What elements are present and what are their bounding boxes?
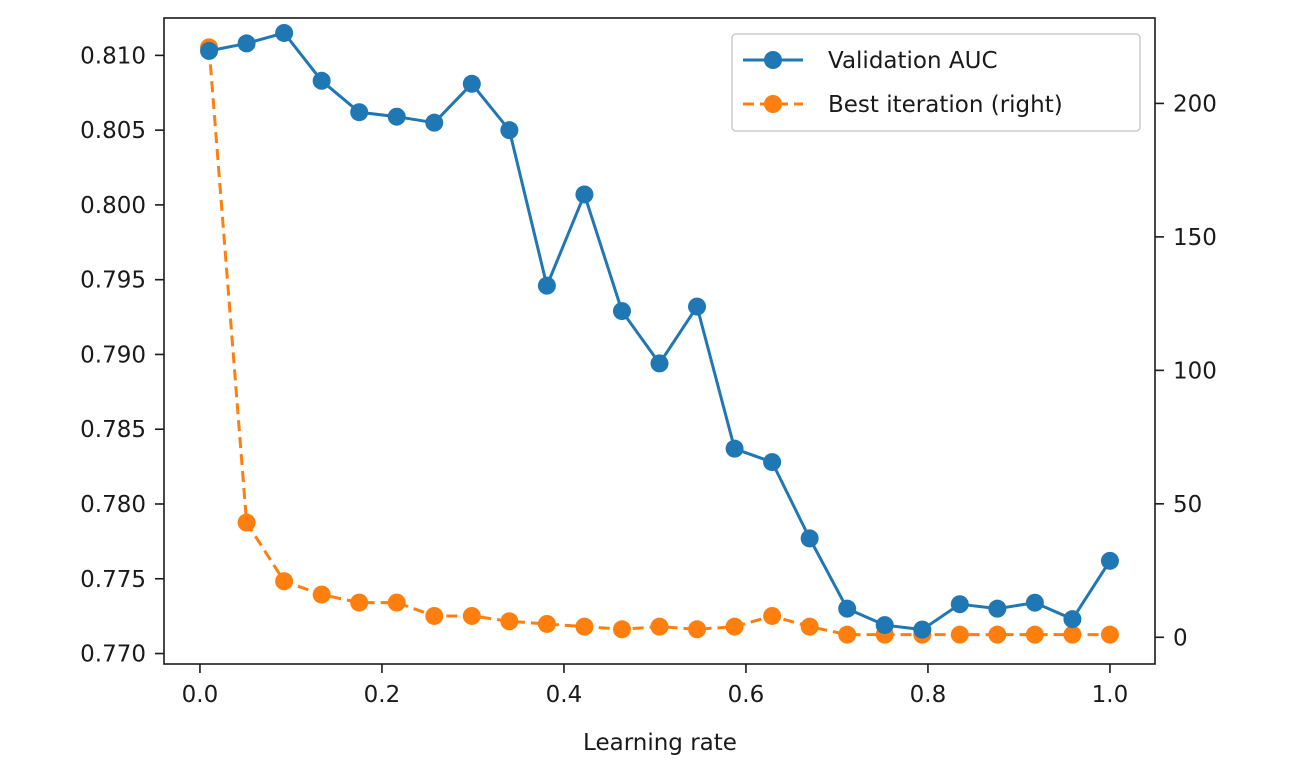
data-point-best-iteration bbox=[425, 606, 444, 625]
data-point-best-iteration bbox=[575, 617, 594, 636]
x-tick-label: 0.6 bbox=[728, 682, 765, 708]
data-point-validation-auc bbox=[988, 599, 1007, 618]
data-point-best-iteration bbox=[1025, 625, 1044, 644]
data-point-validation-auc bbox=[575, 185, 594, 204]
data-point-best-iteration bbox=[537, 614, 556, 633]
data-point-best-iteration bbox=[763, 606, 782, 625]
data-point-validation-auc bbox=[725, 439, 744, 458]
x-tick-label: 0.8 bbox=[910, 682, 947, 708]
data-point-best-iteration bbox=[237, 513, 256, 532]
legend-item-validation-auc: Validation AUC bbox=[743, 48, 998, 74]
data-point-validation-auc bbox=[950, 595, 969, 614]
y-right-tick-label: 0 bbox=[1173, 625, 1188, 651]
data-point-validation-auc bbox=[838, 599, 857, 618]
y-left-tick-label: 0.810 bbox=[80, 43, 146, 69]
y-axis-left: 0.770 0.775 0.780 0.785 0.790 0.795 0.800 0.805… bbox=[80, 43, 164, 668]
y-left-tick-label: 0.780 bbox=[80, 492, 146, 518]
legend-item-best-iteration: Best iteration (right) bbox=[743, 92, 1063, 118]
x-tick-label: 0.2 bbox=[364, 682, 401, 708]
data-point-validation-auc bbox=[275, 23, 294, 42]
data-point-best-iteration bbox=[688, 620, 707, 639]
data-point-validation-auc bbox=[1025, 593, 1044, 612]
data-point-validation-auc bbox=[387, 107, 406, 126]
y-left-tick-label: 0.800 bbox=[80, 193, 146, 219]
y-left-tick-label: 0.770 bbox=[80, 642, 146, 668]
y-left-tick-label: 0.795 bbox=[80, 268, 146, 294]
data-point-validation-auc bbox=[1100, 551, 1119, 570]
legend: Validation AUC Best iteration (right) bbox=[731, 33, 1141, 132]
x-axis: 0.0 0.2 0.4 0.6 0.8 1.0 bbox=[182, 664, 1129, 708]
data-point-best-iteration bbox=[950, 625, 969, 644]
data-point-validation-auc bbox=[800, 529, 819, 548]
data-point-validation-auc bbox=[200, 41, 219, 60]
x-tick-label: 0.4 bbox=[546, 682, 583, 708]
data-point-validation-auc bbox=[913, 620, 932, 639]
y-left-tick-label: 0.790 bbox=[80, 342, 146, 368]
data-point-validation-auc bbox=[237, 34, 256, 53]
y-right-tick-label: 150 bbox=[1173, 225, 1217, 251]
legend-marker-best-iteration bbox=[764, 95, 782, 113]
data-point-validation-auc bbox=[612, 302, 631, 321]
x-tick-label: 1.0 bbox=[1092, 682, 1129, 708]
data-point-best-iteration bbox=[838, 625, 857, 644]
data-point-validation-auc bbox=[537, 276, 556, 295]
data-point-validation-auc bbox=[500, 121, 519, 140]
data-point-validation-auc bbox=[425, 113, 444, 132]
y-right-tick-label: 200 bbox=[1173, 91, 1217, 117]
x-axis-label: Learning rate bbox=[583, 730, 737, 756]
legend-label-validation-auc: Validation AUC bbox=[828, 48, 998, 74]
legend-label-best-iteration: Best iteration (right) bbox=[828, 92, 1063, 118]
x-tick-label: 0.0 bbox=[182, 682, 219, 708]
data-point-best-iteration bbox=[725, 617, 744, 636]
legend-box bbox=[731, 33, 1141, 132]
y-left-tick-label: 0.775 bbox=[80, 567, 146, 593]
y-left-tick-label: 0.785 bbox=[80, 417, 146, 443]
data-point-best-iteration bbox=[350, 593, 369, 612]
data-point-best-iteration bbox=[500, 612, 519, 631]
y-left-tick-label: 0.805 bbox=[80, 118, 146, 144]
data-point-best-iteration bbox=[988, 625, 1007, 644]
plot-frame bbox=[163, 17, 1156, 665]
data-point-best-iteration bbox=[650, 617, 669, 636]
data-point-validation-auc bbox=[312, 71, 331, 90]
data-point-validation-auc bbox=[875, 616, 894, 635]
data-point-best-iteration bbox=[612, 620, 631, 639]
series-layer bbox=[200, 23, 1119, 644]
data-point-validation-auc bbox=[688, 297, 707, 316]
y-right-tick-label: 50 bbox=[1173, 492, 1202, 518]
data-point-best-iteration bbox=[800, 617, 819, 636]
data-point-best-iteration bbox=[1063, 625, 1082, 644]
series-validation-auc bbox=[200, 23, 1119, 639]
data-point-validation-auc bbox=[1063, 610, 1082, 629]
data-point-best-iteration bbox=[1100, 625, 1119, 644]
data-point-validation-auc bbox=[350, 103, 369, 122]
data-point-best-iteration bbox=[462, 606, 481, 625]
data-point-validation-auc bbox=[462, 74, 481, 93]
legend-marker-validation-auc bbox=[764, 51, 782, 69]
data-point-best-iteration bbox=[275, 572, 294, 591]
y-right-tick-label: 100 bbox=[1173, 358, 1217, 384]
y-axis-right: 0 50 100 150 200 bbox=[1155, 91, 1217, 651]
data-point-validation-auc bbox=[763, 453, 782, 472]
data-point-best-iteration bbox=[312, 585, 331, 604]
data-point-best-iteration bbox=[387, 593, 406, 612]
data-point-validation-auc bbox=[650, 354, 669, 373]
